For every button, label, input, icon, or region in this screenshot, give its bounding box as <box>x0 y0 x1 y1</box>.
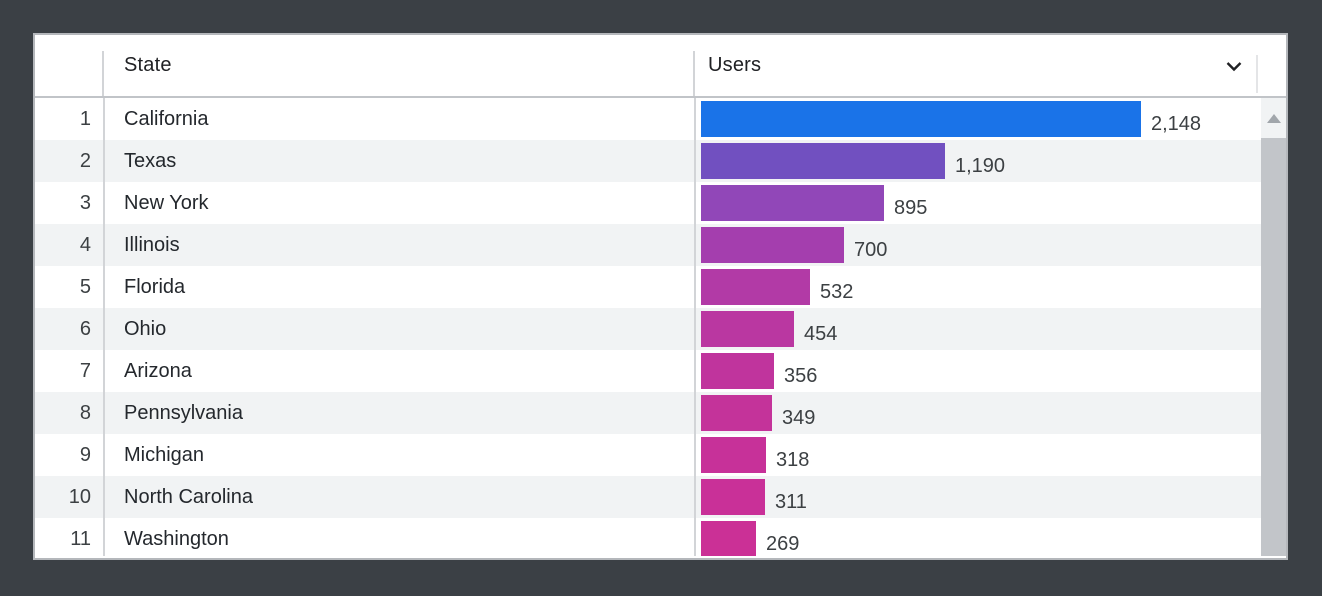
row-rank: 1 <box>79 107 91 130</box>
users-value: 349 <box>782 406 816 429</box>
users-bar <box>701 521 756 556</box>
users-bar <box>701 479 765 515</box>
row-bar-cell: 311 <box>694 476 1263 518</box>
header-divider <box>1256 55 1258 93</box>
users-value: 1,190 <box>955 154 1006 177</box>
row-state: New York <box>103 182 694 224</box>
users-value: 700 <box>854 238 888 261</box>
users-value: 269 <box>766 532 800 555</box>
vertical-scrollbar[interactable] <box>1261 98 1286 556</box>
users-bar <box>701 143 945 179</box>
users-value: 356 <box>784 364 818 387</box>
row-bar-cell: 532 <box>694 266 1263 308</box>
state-column-header: State <box>103 35 694 96</box>
row-state: Pennsylvania <box>103 392 694 434</box>
header-divider <box>102 51 104 96</box>
state-column-label: State <box>124 54 172 76</box>
users-bar <box>701 311 794 347</box>
row-bar-cell: 454 <box>694 308 1263 350</box>
row-state: Washington <box>103 518 694 556</box>
row-state: Michigan <box>103 434 694 476</box>
row-bar-cell: 349 <box>694 392 1263 434</box>
users-value: 532 <box>820 280 854 303</box>
row-rank: 7 <box>79 359 91 382</box>
row-rank: 4 <box>79 233 91 256</box>
table-row: 10 North Carolina 311 <box>35 476 1263 518</box>
rank-column-header <box>35 35 103 96</box>
row-bar-cell: 1,190 <box>694 140 1263 182</box>
users-column-header: Users <box>694 35 1286 96</box>
users-value: 311 <box>775 490 807 513</box>
scrollbar-thumb[interactable] <box>1261 138 1286 556</box>
row-rank: 10 <box>68 485 91 508</box>
table-row: 11 Washington 269 <box>35 518 1263 556</box>
users-value: 318 <box>776 448 810 471</box>
table-row: 7 Arizona 356 <box>35 350 1263 392</box>
users-column-label: Users <box>708 54 762 76</box>
arrow-up-icon <box>1266 113 1281 123</box>
row-rank: 3 <box>79 191 91 214</box>
users-bar <box>701 353 774 389</box>
row-rank: 9 <box>79 443 91 466</box>
row-state: California <box>103 98 694 140</box>
row-bar-cell: 895 <box>694 182 1263 224</box>
row-bar-cell: 356 <box>694 350 1263 392</box>
users-column-menu-button[interactable] <box>1219 51 1249 81</box>
row-state: Florida <box>103 266 694 308</box>
users-value: 895 <box>894 196 928 219</box>
row-state: Arizona <box>103 350 694 392</box>
table-row: 5 Florida 532 <box>35 266 1263 308</box>
row-rank: 11 <box>70 527 91 550</box>
table-row: 6 Ohio 454 <box>35 308 1263 350</box>
users-bar <box>701 395 772 431</box>
users-bar <box>701 269 810 305</box>
row-state: Ohio <box>103 308 694 350</box>
table-header: State Users <box>35 35 1286 98</box>
row-bar-cell: 2,148 <box>694 98 1263 140</box>
row-rank: 2 <box>79 149 91 172</box>
table-row: 2 Texas 1,190 <box>35 140 1263 182</box>
row-rank: 6 <box>79 317 91 340</box>
table-row: 3 New York 895 <box>35 182 1263 224</box>
table-body: 1 California 2,148 2 Texas 1,190 3 New Y… <box>35 98 1263 556</box>
scroll-up-button[interactable] <box>1261 98 1286 138</box>
users-bar <box>701 185 884 221</box>
row-rank: 8 <box>79 401 91 424</box>
table-row: 8 Pennsylvania 349 <box>35 392 1263 434</box>
state-users-table-card: State Users 1 California 2,148 2 Texas 1… <box>33 33 1288 560</box>
header-divider <box>693 51 695 96</box>
row-state: North Carolina <box>103 476 694 518</box>
row-state: Texas <box>103 140 694 182</box>
row-rank: 5 <box>79 275 91 298</box>
chevron-down-icon <box>1226 62 1242 72</box>
row-bar-cell: 318 <box>694 434 1263 476</box>
users-bar <box>701 101 1141 137</box>
table-row: 9 Michigan 318 <box>35 434 1263 476</box>
row-bar-cell: 700 <box>694 224 1263 266</box>
table-body-area: 1 California 2,148 2 Texas 1,190 3 New Y… <box>35 98 1286 556</box>
users-value: 454 <box>804 322 838 345</box>
row-state: Illinois <box>103 224 694 266</box>
users-bar <box>701 227 844 263</box>
table-row: 1 California 2,148 <box>35 98 1263 140</box>
table-row: 4 Illinois 700 <box>35 224 1263 266</box>
row-bar-cell: 269 <box>694 518 1263 556</box>
users-value: 2,148 <box>1151 112 1202 135</box>
users-bar <box>701 437 766 473</box>
